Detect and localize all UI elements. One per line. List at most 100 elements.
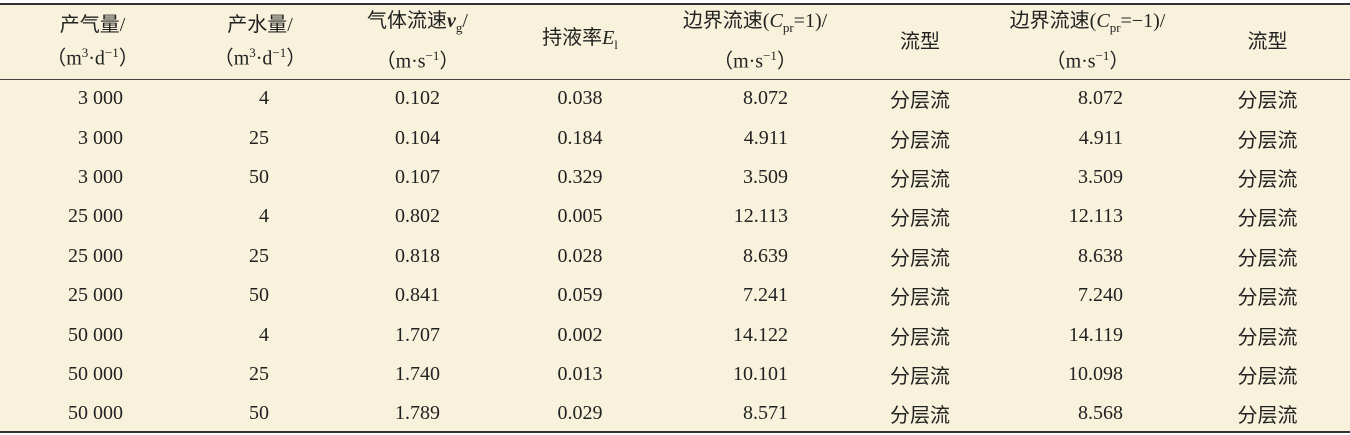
table-row: 3 000 25 0.104 0.184 4.911 分层流 4.911 分层流 [0, 118, 1350, 157]
header-text: l [614, 37, 618, 53]
header-cell: 流型 [850, 5, 990, 79]
header-text: pr [1109, 20, 1121, 36]
table-cell: 4 [259, 205, 269, 228]
table-cell: 7.240 [1078, 284, 1123, 307]
header-cell: 流型 [1185, 5, 1350, 79]
table-cell: 0.104 [395, 126, 440, 149]
header-cell: 产气量/ （m3·d−1） [0, 5, 185, 79]
header-text: −1 [1095, 48, 1110, 64]
table-panel: 产气量/（m3·d−1） 产水量/（m3·d−1） 气体流速vg/（m·s−1）… [0, 3, 1350, 433]
table-cell: 1.789 [395, 402, 440, 425]
table-cell: 1.707 [395, 323, 440, 346]
header-text: （m·s [713, 51, 764, 74]
header-text: / [462, 10, 468, 33]
header-text: g [455, 20, 463, 36]
table-cell: 50 000 [68, 323, 123, 346]
table-cell: 4 [259, 323, 269, 346]
header-text: 边界流速( [1009, 10, 1097, 33]
header-text: 产气量/ [59, 13, 126, 36]
table-cell: 25 [249, 244, 269, 267]
header-text: （m [213, 47, 250, 70]
table-cell: 50 [249, 284, 269, 307]
table-cell: 50 000 [68, 402, 123, 425]
table-cell: 25 [249, 126, 269, 149]
header-text: ） [439, 51, 460, 74]
table-cell: 0.005 [557, 205, 603, 228]
header-text: =−1)/ [1120, 10, 1166, 33]
table-row: 3 000 50 0.107 0.329 3.509 分层流 3.509 分层流 [0, 158, 1350, 197]
table-cell: 4.911 [1078, 126, 1123, 149]
header-text: v [447, 10, 456, 33]
table-cell: 8.072 [1078, 87, 1123, 110]
table-cell: 25 000 [68, 205, 123, 228]
table-cell: 分层流 [890, 287, 950, 310]
table-cell: 8.571 [743, 402, 788, 425]
header-text: ） [776, 51, 797, 74]
header-text: 产水量/ [227, 13, 293, 36]
table-cell: 0.818 [395, 244, 440, 267]
header-text: =1)/ [793, 10, 828, 33]
header-text: （m·s [375, 51, 426, 74]
table-cell: 3.509 [1078, 165, 1123, 188]
table-cell: 0.002 [557, 323, 603, 346]
table-cell: 0.329 [557, 165, 603, 188]
header-cell: 气体流速vg/ （m·s−1） [335, 5, 500, 79]
table-cell: 3 000 [78, 87, 123, 110]
table-cell: 12.113 [1068, 205, 1123, 228]
table-cell: 分层流 [1237, 405, 1298, 428]
header-text: ） [118, 47, 139, 70]
table-cell: 分层流 [890, 365, 950, 388]
data-table: 产气量/（m3·d−1） 产水量/（m3·d−1） 气体流速vg/（m·s−1）… [0, 5, 1350, 434]
table-cell: 0.841 [395, 284, 440, 307]
header-text: ） [286, 47, 307, 70]
table-cell: 25 000 [68, 284, 123, 307]
header-text: C [1096, 10, 1110, 33]
header-text: E [602, 27, 615, 50]
table-cell: 分层流 [890, 326, 950, 349]
table-cell: 分层流 [890, 247, 950, 270]
header-text: 3 [81, 44, 89, 60]
table-row: 50 000 50 1.789 0.029 8.571 分层流 8.568 分层流 [0, 394, 1350, 433]
table-cell: 分层流 [1237, 168, 1298, 191]
table-row: 25 000 25 0.818 0.028 8.639 分层流 8.638 分层流 [0, 237, 1350, 276]
table-cell: 分层流 [1237, 365, 1298, 388]
table-cell: 分层流 [890, 129, 950, 152]
header-text: ） [1109, 51, 1130, 74]
table-cell: 0.059 [557, 284, 603, 307]
header-text: （m [46, 47, 82, 70]
header-text: −1 [272, 44, 287, 60]
table-row: 3 000 4 0.102 0.038 8.072 分层流 8.072 分层流 [0, 79, 1350, 118]
header-cell: 边界流速(Cpr=−1)/ （m·s−1） [990, 5, 1185, 79]
table-cell: 25 [249, 362, 269, 385]
header-text: 流型 [1247, 30, 1288, 53]
table-cell: 分层流 [1237, 247, 1298, 270]
header-text: 边界流速( [682, 10, 770, 33]
header-text: 流型 [900, 30, 940, 53]
table-cell: 4 [259, 87, 269, 110]
header-text: −1 [763, 48, 777, 64]
header-cell: 产水量/ （m3·d−1） [185, 5, 335, 79]
table-cell: 分层流 [890, 208, 950, 231]
table-cell: 0.184 [557, 126, 603, 149]
header-cell: 边界流速(Cpr=1)/ （m·s−1） [660, 5, 850, 79]
header-text: 持液率 [542, 27, 603, 50]
table-cell: 分层流 [1237, 129, 1298, 152]
table-cell: 25 000 [68, 244, 123, 267]
table-row: 25 000 4 0.802 0.005 12.113 分层流 12.113 分层流 [0, 197, 1350, 236]
table-cell: 0.013 [557, 362, 603, 385]
table-cell: 分层流 [890, 405, 950, 428]
table-cell: 4.911 [743, 126, 788, 149]
header-text: C [769, 10, 783, 33]
table-cell: 3 000 [78, 165, 123, 188]
table-cell: 1.740 [395, 362, 440, 385]
table-row: 50 000 25 1.740 0.013 10.101 分层流 10.098 分层流 [0, 355, 1350, 394]
table-cell: 8.568 [1078, 402, 1123, 425]
header-text: −1 [104, 44, 119, 60]
header-text: −1 [425, 48, 440, 64]
header-text: 3 [249, 44, 256, 60]
table-cell: 分层流 [1237, 326, 1298, 349]
table-row: 50 000 4 1.707 0.002 14.122 分层流 14.119 分层流 [0, 315, 1350, 354]
table-cell: 0.107 [395, 165, 440, 188]
table-cell: 3.509 [743, 165, 788, 188]
